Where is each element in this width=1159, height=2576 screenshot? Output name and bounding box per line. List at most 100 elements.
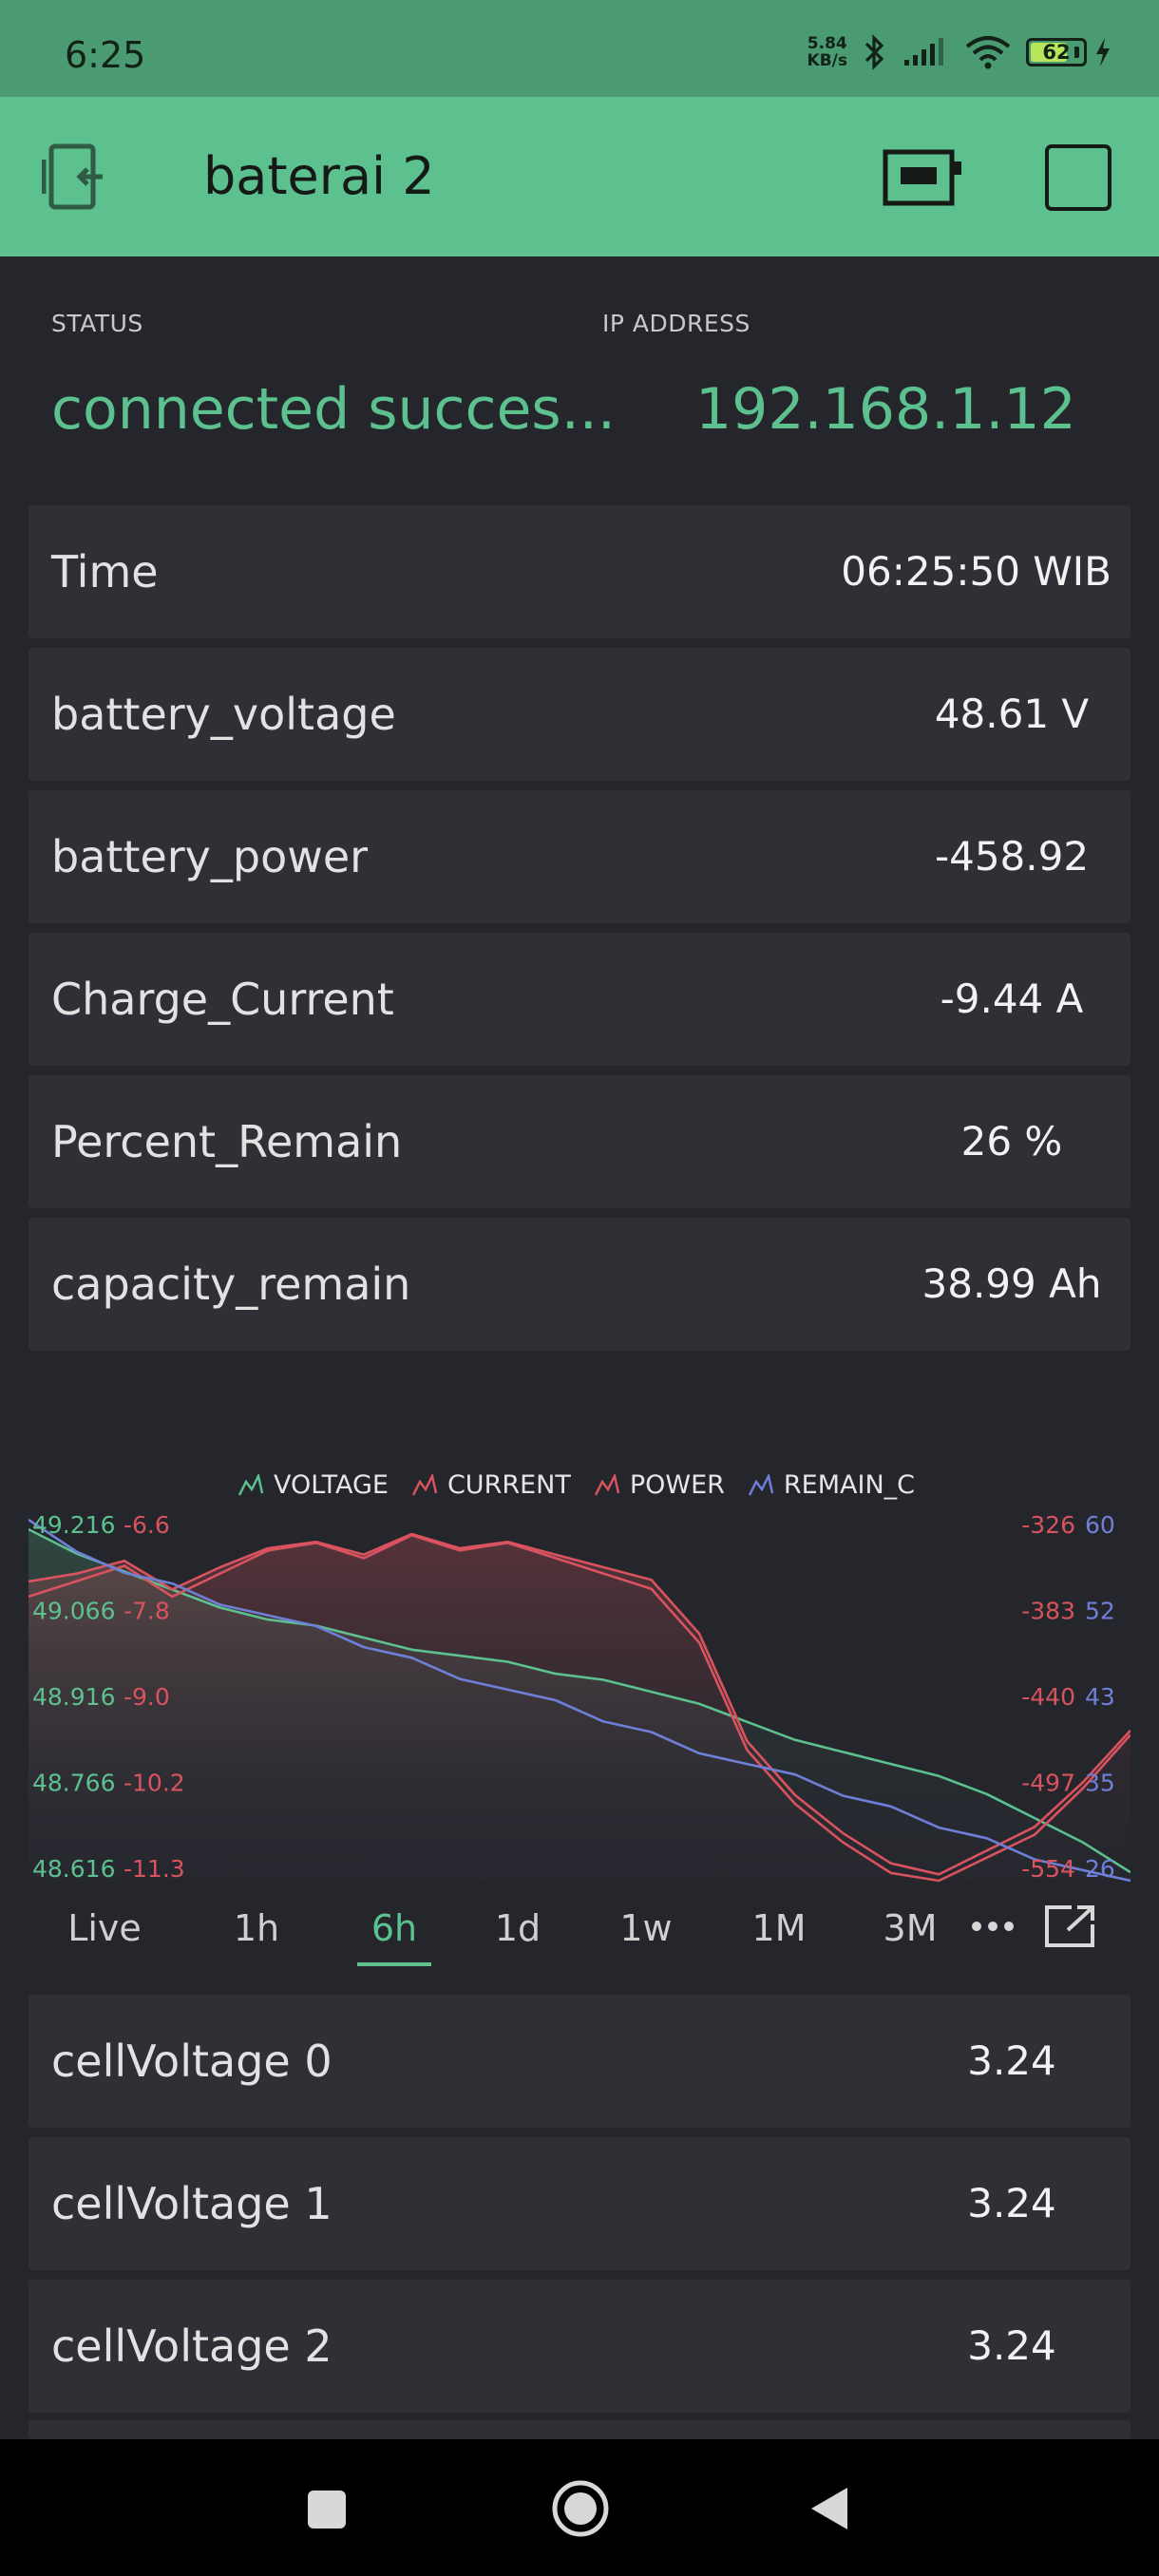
power-tick-label: -497 [1021,1770,1075,1797]
signal-icon [902,37,950,67]
row-label: Time [51,546,159,597]
wifi-icon [965,35,1011,69]
back-button[interactable] [808,2485,851,2536]
row-label: cellVoltage 1 [51,2178,332,2229]
exit-device-button[interactable] [41,141,114,213]
remain-tick-label: 26 [1085,1855,1115,1883]
network-speed-value: 5.84 [807,34,847,53]
line-chart-icon [238,1473,264,1496]
recent-apps-button[interactable] [306,2489,348,2534]
tab-1m[interactable]: 1M [751,1907,807,1949]
status-time: 6:25 [65,34,146,76]
power-tick-label: -440 [1021,1683,1075,1711]
row-value: 48.61 V [934,691,1090,737]
voltage-tick-label: 48.766 [32,1770,115,1797]
line-chart-icon [411,1473,438,1496]
value-row-time[interactable]: Time 06:25:50 WIB [28,505,1130,638]
chart-legend: VOLTAGE CURRENT POWER REMAIN_C [238,1470,915,1500]
legend-label: VOLTAGE [274,1470,389,1500]
value-row-cell-voltage-2[interactable]: cellVoltage 2 3.24 [28,2280,1130,2413]
battery-level: 62 [1042,41,1071,64]
row-label: cellVoltage 2 [51,2320,332,2372]
value-row-cell-voltage-1[interactable]: cellVoltage 1 3.24 [28,2137,1130,2270]
row-value: 3.24 [967,2322,1056,2369]
status-value: connected succes... [51,376,616,443]
tab-3m[interactable]: 3M [883,1907,938,1949]
current-tick-label: -6.6 [124,1511,170,1539]
legend-item-voltage[interactable]: VOLTAGE [238,1470,389,1500]
legend-label: POWER [629,1470,725,1500]
legend-item-remain[interactable]: REMAIN_C [748,1470,915,1500]
series-line-current [28,1533,1130,1883]
square-icon [308,2491,346,2529]
power-tick-label: -383 [1021,1598,1075,1625]
voltage-tick-label: 49.066 [32,1598,115,1625]
line-chart-icon [594,1473,620,1496]
status-bar: 6:25 5.84 KB/s [0,0,1159,97]
value-row-capacity-remain[interactable]: capacity_remain 38.99 Ah [28,1218,1130,1351]
remain-tick-label: 52 [1085,1598,1115,1625]
row-value: -9.44 A [940,975,1084,1022]
legend-label: REMAIN_C [783,1470,916,1500]
home-icon [552,2480,609,2537]
voltage-tick-label: 48.916 [32,1683,115,1711]
line-chart-icon [748,1473,774,1496]
value-row-cell-voltage-0[interactable]: cellVoltage 0 3.24 [28,1995,1130,2128]
value-row-battery-voltage[interactable]: battery_voltage 48.61 V [28,648,1130,781]
value-row-percent-remain[interactable]: Percent_Remain 26 % [28,1075,1130,1208]
more-icon[interactable] [969,1917,1016,1940]
stop-button[interactable] [1045,144,1112,211]
voltage-tick-label: 48.616 [32,1855,115,1883]
app-header: baterai 2 [0,97,1159,256]
row-value: 06:25:50 WIB [841,548,1112,595]
current-tick-label: -11.3 [124,1855,185,1883]
tab-live[interactable]: Live [67,1907,142,1949]
row-label: capacity_remain [51,1259,411,1310]
network-speed-unit: KB/s [807,51,847,70]
status-icons: 5.84 KB/s 62 [808,28,1112,76]
series-line-power [28,1532,1130,1876]
row-value: 3.24 [967,2037,1056,2084]
row-value: 38.99 Ah [922,1260,1102,1307]
battery-icon: 62 [1026,38,1087,66]
row-value: 3.24 [967,2180,1056,2226]
history-chart[interactable]: 49.216 49.066 48.916 48.766 48.616 -6.6 -7.8 -9… [28,1508,1130,1888]
time-range-tabs: Live 1h 6h 1d 1w 1M 3M [28,1890,1130,1966]
current-tick-label: -7.8 [124,1598,170,1625]
status-label: STATUS [51,310,143,337]
tab-1h[interactable]: 1h [233,1907,280,1949]
bluetooth-icon [863,34,887,70]
series-line-remain-c [28,1518,1130,1883]
back-triangle-icon [811,2488,847,2529]
current-tick-label: -10.2 [124,1770,185,1797]
row-label: battery_power [51,831,369,882]
network-speed: 5.84 KB/s [808,35,847,69]
value-row-partial [28,2420,1130,2439]
device-button[interactable] [882,146,963,209]
value-row-battery-power[interactable]: battery_power -458.92 W [28,790,1130,1013]
value-row-charge-current[interactable]: Charge_Current -9.44 A [28,933,1130,1066]
legend-label: CURRENT [446,1470,571,1500]
row-label: cellVoltage 0 [51,2036,332,2087]
voltage-tick-label: 49.216 [32,1511,115,1539]
legend-item-current[interactable]: CURRENT [411,1470,571,1500]
remain-tick-label: 60 [1085,1511,1115,1539]
row-value: 26 % [960,1118,1063,1165]
tab-6h[interactable]: 6h [370,1907,418,1949]
power-tick-label: -554 [1021,1855,1075,1883]
row-label: Percent_Remain [51,1116,403,1167]
active-tab-indicator [357,1962,431,1966]
ip-address-label: IP ADDRESS [602,310,750,337]
tab-1w[interactable]: 1w [619,1907,673,1949]
power-tick-label: -326 [1021,1511,1075,1539]
device-icon [883,149,961,206]
page-title: baterai 2 [203,146,435,206]
fullscreen-icon[interactable] [1043,1904,1096,1953]
series-area-power [28,1534,1130,1881]
home-button[interactable] [551,2479,610,2542]
tab-1d[interactable]: 1d [494,1907,542,1949]
legend-item-power[interactable]: POWER [594,1470,725,1500]
row-label: Charge_Current [51,974,394,1025]
system-nav-bar [0,2439,1159,2576]
remain-tick-label: 43 [1085,1683,1115,1711]
